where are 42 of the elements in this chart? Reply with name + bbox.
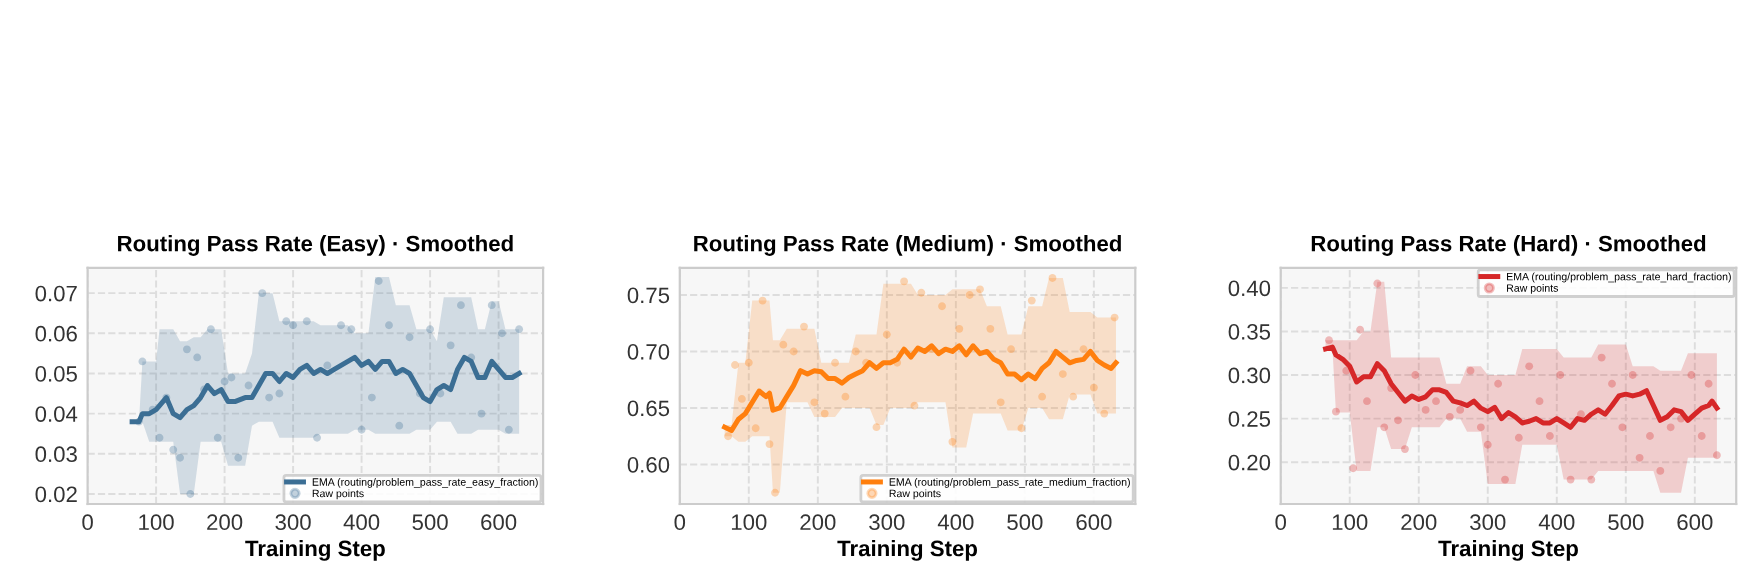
x-tick-label: 0: [674, 514, 686, 531]
y-tick-label: 0.40: [1228, 280, 1271, 297]
y-tick-label: 0.05: [35, 366, 77, 382]
x-tick-label: 400: [343, 514, 380, 531]
x-tick-label: 600: [1076, 514, 1112, 531]
y-tick-label: 0.70: [627, 343, 670, 360]
x-tick-label: 100: [731, 514, 767, 531]
y-tick-label: 0.04: [35, 406, 78, 422]
x-axis-title: Training Step: [837, 539, 978, 561]
x-tick-label: 600: [1677, 514, 1713, 531]
chart-title: Routing Pass Rate (Medium) · Smoothed: [694, 235, 1121, 256]
x-tick-label: 300: [275, 514, 311, 531]
y-tick-label: 0.20: [1228, 454, 1271, 471]
y-tick-label: 0.30: [1228, 367, 1271, 384]
x-axis-title: Training Step: [245, 539, 385, 561]
x-tick-label: 300: [869, 514, 905, 531]
x-tick-label: 200: [800, 514, 836, 531]
x-tick-label: 400: [937, 514, 974, 531]
x-tick-label: 100: [1332, 514, 1368, 531]
y-tick-label: 0.03: [35, 446, 77, 463]
y-tick-label: 0.60: [627, 456, 670, 473]
y-tick-label: 0.75: [627, 287, 670, 304]
chart-title: Routing Pass Rate (Easy) · Smoothed: [118, 235, 513, 256]
y-tick-label: 0.02: [35, 486, 77, 503]
y-tick-label: 0.35: [1228, 323, 1271, 340]
x-tick-label: 500: [412, 514, 448, 531]
y-tick-label: 0.65: [627, 400, 670, 417]
x-tick-label: 500: [1608, 514, 1644, 531]
x-tick-label: 400: [1538, 514, 1575, 531]
y-tick-label: 0.06: [35, 325, 77, 342]
x-tick-label: 500: [1007, 514, 1043, 531]
x-tick-label: 600: [481, 514, 517, 531]
x-tick-label: 200: [207, 514, 243, 531]
x-tick-label: 100: [139, 514, 174, 531]
chart-title: Routing Pass Rate (Hard) · Smoothed: [1311, 235, 1706, 256]
x-tick-label: 0: [1275, 514, 1287, 531]
x-tick-label: 300: [1470, 514, 1506, 531]
y-tick-label: 0.25: [1228, 411, 1271, 427]
x-tick-label: 0: [82, 514, 93, 531]
x-axis-title: Training Step: [1438, 539, 1578, 561]
y-tick-label: 0.07: [35, 285, 77, 302]
x-tick-label: 200: [1401, 514, 1437, 531]
